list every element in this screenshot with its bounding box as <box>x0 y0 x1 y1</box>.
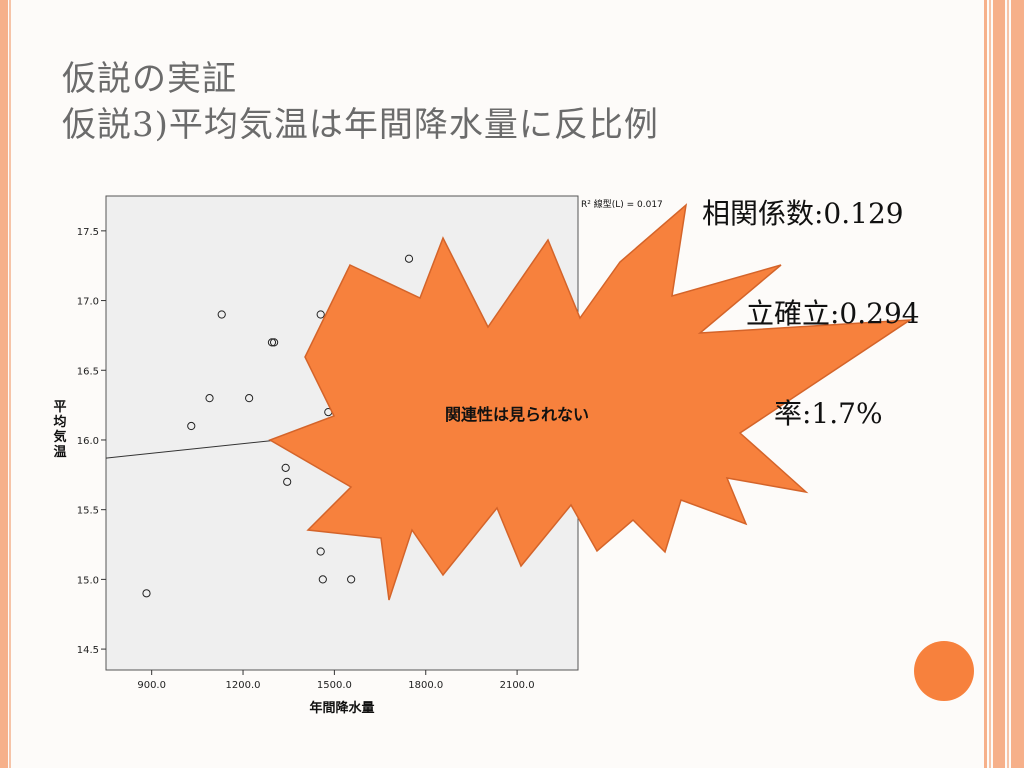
r2-legend: R² 線型(L) = 0.017 <box>581 198 663 210</box>
callout-text: 関連性は見られない <box>445 405 590 424</box>
y-tick-label: 14.5 <box>77 645 99 656</box>
right-border-decoration <box>984 0 1024 768</box>
title-line-1: 仮説の実証 <box>62 59 237 99</box>
data-point <box>142 589 151 598</box>
data-point <box>347 575 356 584</box>
decorative-circle <box>914 641 974 701</box>
stat-correlation: 相関係数:0.129 <box>702 197 904 230</box>
left-border-bar <box>0 0 8 768</box>
x-axis-label: 年間降水量 <box>309 700 374 716</box>
data-point <box>316 547 325 556</box>
data-point <box>404 254 414 263</box>
data-point <box>269 338 279 347</box>
y-tick-label: 16.0 <box>77 436 99 447</box>
y-tick-label: 17.5 <box>77 227 99 238</box>
title-line-2: 仮説3)平均気温は年間降水量に反比例 <box>62 105 659 145</box>
data-point <box>187 421 196 431</box>
data-point <box>283 477 292 486</box>
y-tick-label: 15.5 <box>77 506 99 517</box>
data-point <box>217 310 226 319</box>
x-tick-label: 1800.0 <box>408 680 443 691</box>
x-tick-label: 2100.0 <box>500 680 535 691</box>
slide-title: 仮説の実証 仮説3)平均気温は年間降水量に反比例 <box>62 56 659 148</box>
x-tick-label: 1500.0 <box>317 680 352 691</box>
y-axis-label: 平均気温 <box>53 400 66 460</box>
data-point <box>281 463 290 472</box>
data-point <box>267 338 277 347</box>
x-tick-label: 900.0 <box>137 680 166 691</box>
data-point <box>316 310 325 319</box>
y-tick-label: 15.0 <box>77 575 99 586</box>
data-point <box>205 394 214 403</box>
stat-determination: 率:1.7% <box>774 397 883 430</box>
data-point <box>318 575 327 584</box>
explosion-callout-shape <box>268 203 913 601</box>
stat-probability: 立確立:0.294 <box>746 297 920 330</box>
y-tick-label: 17.0 <box>77 297 99 308</box>
left-border-line <box>9 0 11 768</box>
y-tick-label: 16.5 <box>77 366 99 377</box>
x-tick-label: 1200.0 <box>226 680 261 691</box>
data-point <box>245 394 254 403</box>
